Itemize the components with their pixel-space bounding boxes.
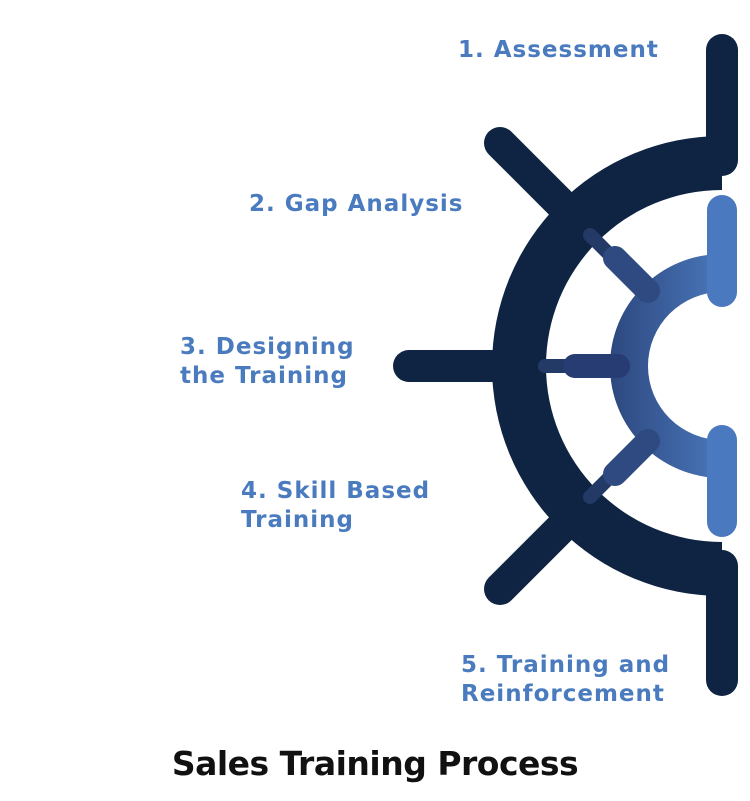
step-2-gap-analysis: 2. Gap Analysis [249,190,463,219]
step-1-assessment: 1. Assessment [458,36,659,65]
step-3-designing-the-training: 3. Designing the Training [180,333,355,391]
diagram-title: Sales Training Process [171,744,579,783]
wheel-hub [610,254,722,478]
step-3-line-1: 3. Designing [180,334,355,360]
step-4-line-1: 4. Skill Based [241,478,431,504]
wheel-rim [492,136,722,596]
step-1-line-1: 1. Assessment [458,37,659,63]
hub-handles [563,246,660,486]
step-4-line-2: Training [241,507,355,533]
step-5-training-and-reinforcement: 5. Training and Reinforcement [461,651,670,709]
step-2-line-1: 2. Gap Analysis [249,191,464,217]
step-3-line-2: the Training [180,363,348,389]
step-5-line-1: 5. Training and [461,652,671,678]
step-4-skill-based-training: 4. Skill Based Training [241,477,430,535]
step-5-line-2: Reinforcement [461,681,665,707]
